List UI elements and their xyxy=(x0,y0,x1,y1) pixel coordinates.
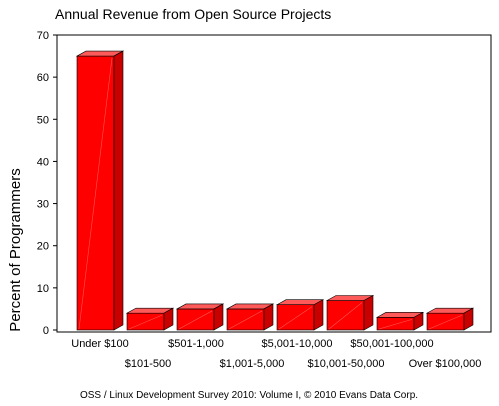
source-footer: OSS / Linux Development Survey 2010: Vol… xyxy=(80,390,418,401)
bar-sheen-5 xyxy=(328,302,363,330)
bar-side-7 xyxy=(463,307,474,331)
bar-5 xyxy=(325,294,375,331)
y-tick-label-7: 70 xyxy=(37,30,49,42)
x-tick-label-0: Under $100 xyxy=(71,338,129,350)
bar-side-3 xyxy=(263,303,274,331)
bar-sheen-1 xyxy=(128,314,163,330)
bar-side-5 xyxy=(363,294,374,331)
bar-3 xyxy=(225,303,275,331)
y-axis-label: Percent of Programmers xyxy=(7,168,24,331)
bar-sheen-6 xyxy=(378,319,413,330)
y-tick-label-1: 10 xyxy=(37,283,49,295)
bar-sheen-7 xyxy=(428,314,463,330)
bar-sheen-2 xyxy=(178,310,213,330)
bar-sheen-0 xyxy=(78,58,113,330)
x-tick-label-3: $1,001-5,000 xyxy=(220,358,285,370)
bar-sheen-4 xyxy=(278,306,313,330)
y-tick-label-5: 50 xyxy=(37,114,49,126)
bar-side-1 xyxy=(163,307,174,331)
bar-1 xyxy=(125,307,175,331)
bar-7 xyxy=(425,307,475,331)
y-axis: 0 10 20 30 40 50 60 70 xyxy=(37,30,57,337)
bar-side-0 xyxy=(113,50,124,331)
bar-0 xyxy=(75,50,125,331)
y-tick-label-0: 0 xyxy=(43,325,49,337)
y-tick-label-3: 30 xyxy=(37,199,49,211)
y-tick-label-2: 20 xyxy=(37,241,49,253)
bar-side-6 xyxy=(413,311,424,331)
x-tick-label-2: $501-1,000 xyxy=(168,338,224,350)
x-tick-label-5: $10,001-50,000 xyxy=(307,358,384,370)
bar-sheen-3 xyxy=(228,310,263,330)
bar-side-2 xyxy=(213,303,224,331)
y-tick-label-4: 40 xyxy=(37,156,49,168)
bars-group xyxy=(75,50,475,331)
chart-title: Annual Revenue from Open Source Projects xyxy=(55,6,331,22)
x-tick-label-4: $5,001-10,000 xyxy=(262,338,333,350)
bar-6 xyxy=(375,311,425,331)
y-tick-label-6: 60 xyxy=(37,72,49,84)
x-tick-label-6: $50,001-100,000 xyxy=(350,338,433,350)
x-tick-label-7: Over $100,000 xyxy=(409,358,482,370)
bar-4 xyxy=(275,299,325,331)
bar-front-5 xyxy=(326,300,365,331)
bar-front-4 xyxy=(276,304,315,331)
x-axis: Under $100 $101-500 $501-1,000 $1,001-5,000… xyxy=(71,338,481,370)
plot-frame xyxy=(56,34,492,333)
x-tick-label-1: $101-500 xyxy=(125,358,172,370)
bar-side-4 xyxy=(313,299,324,331)
bar-2 xyxy=(175,303,225,331)
